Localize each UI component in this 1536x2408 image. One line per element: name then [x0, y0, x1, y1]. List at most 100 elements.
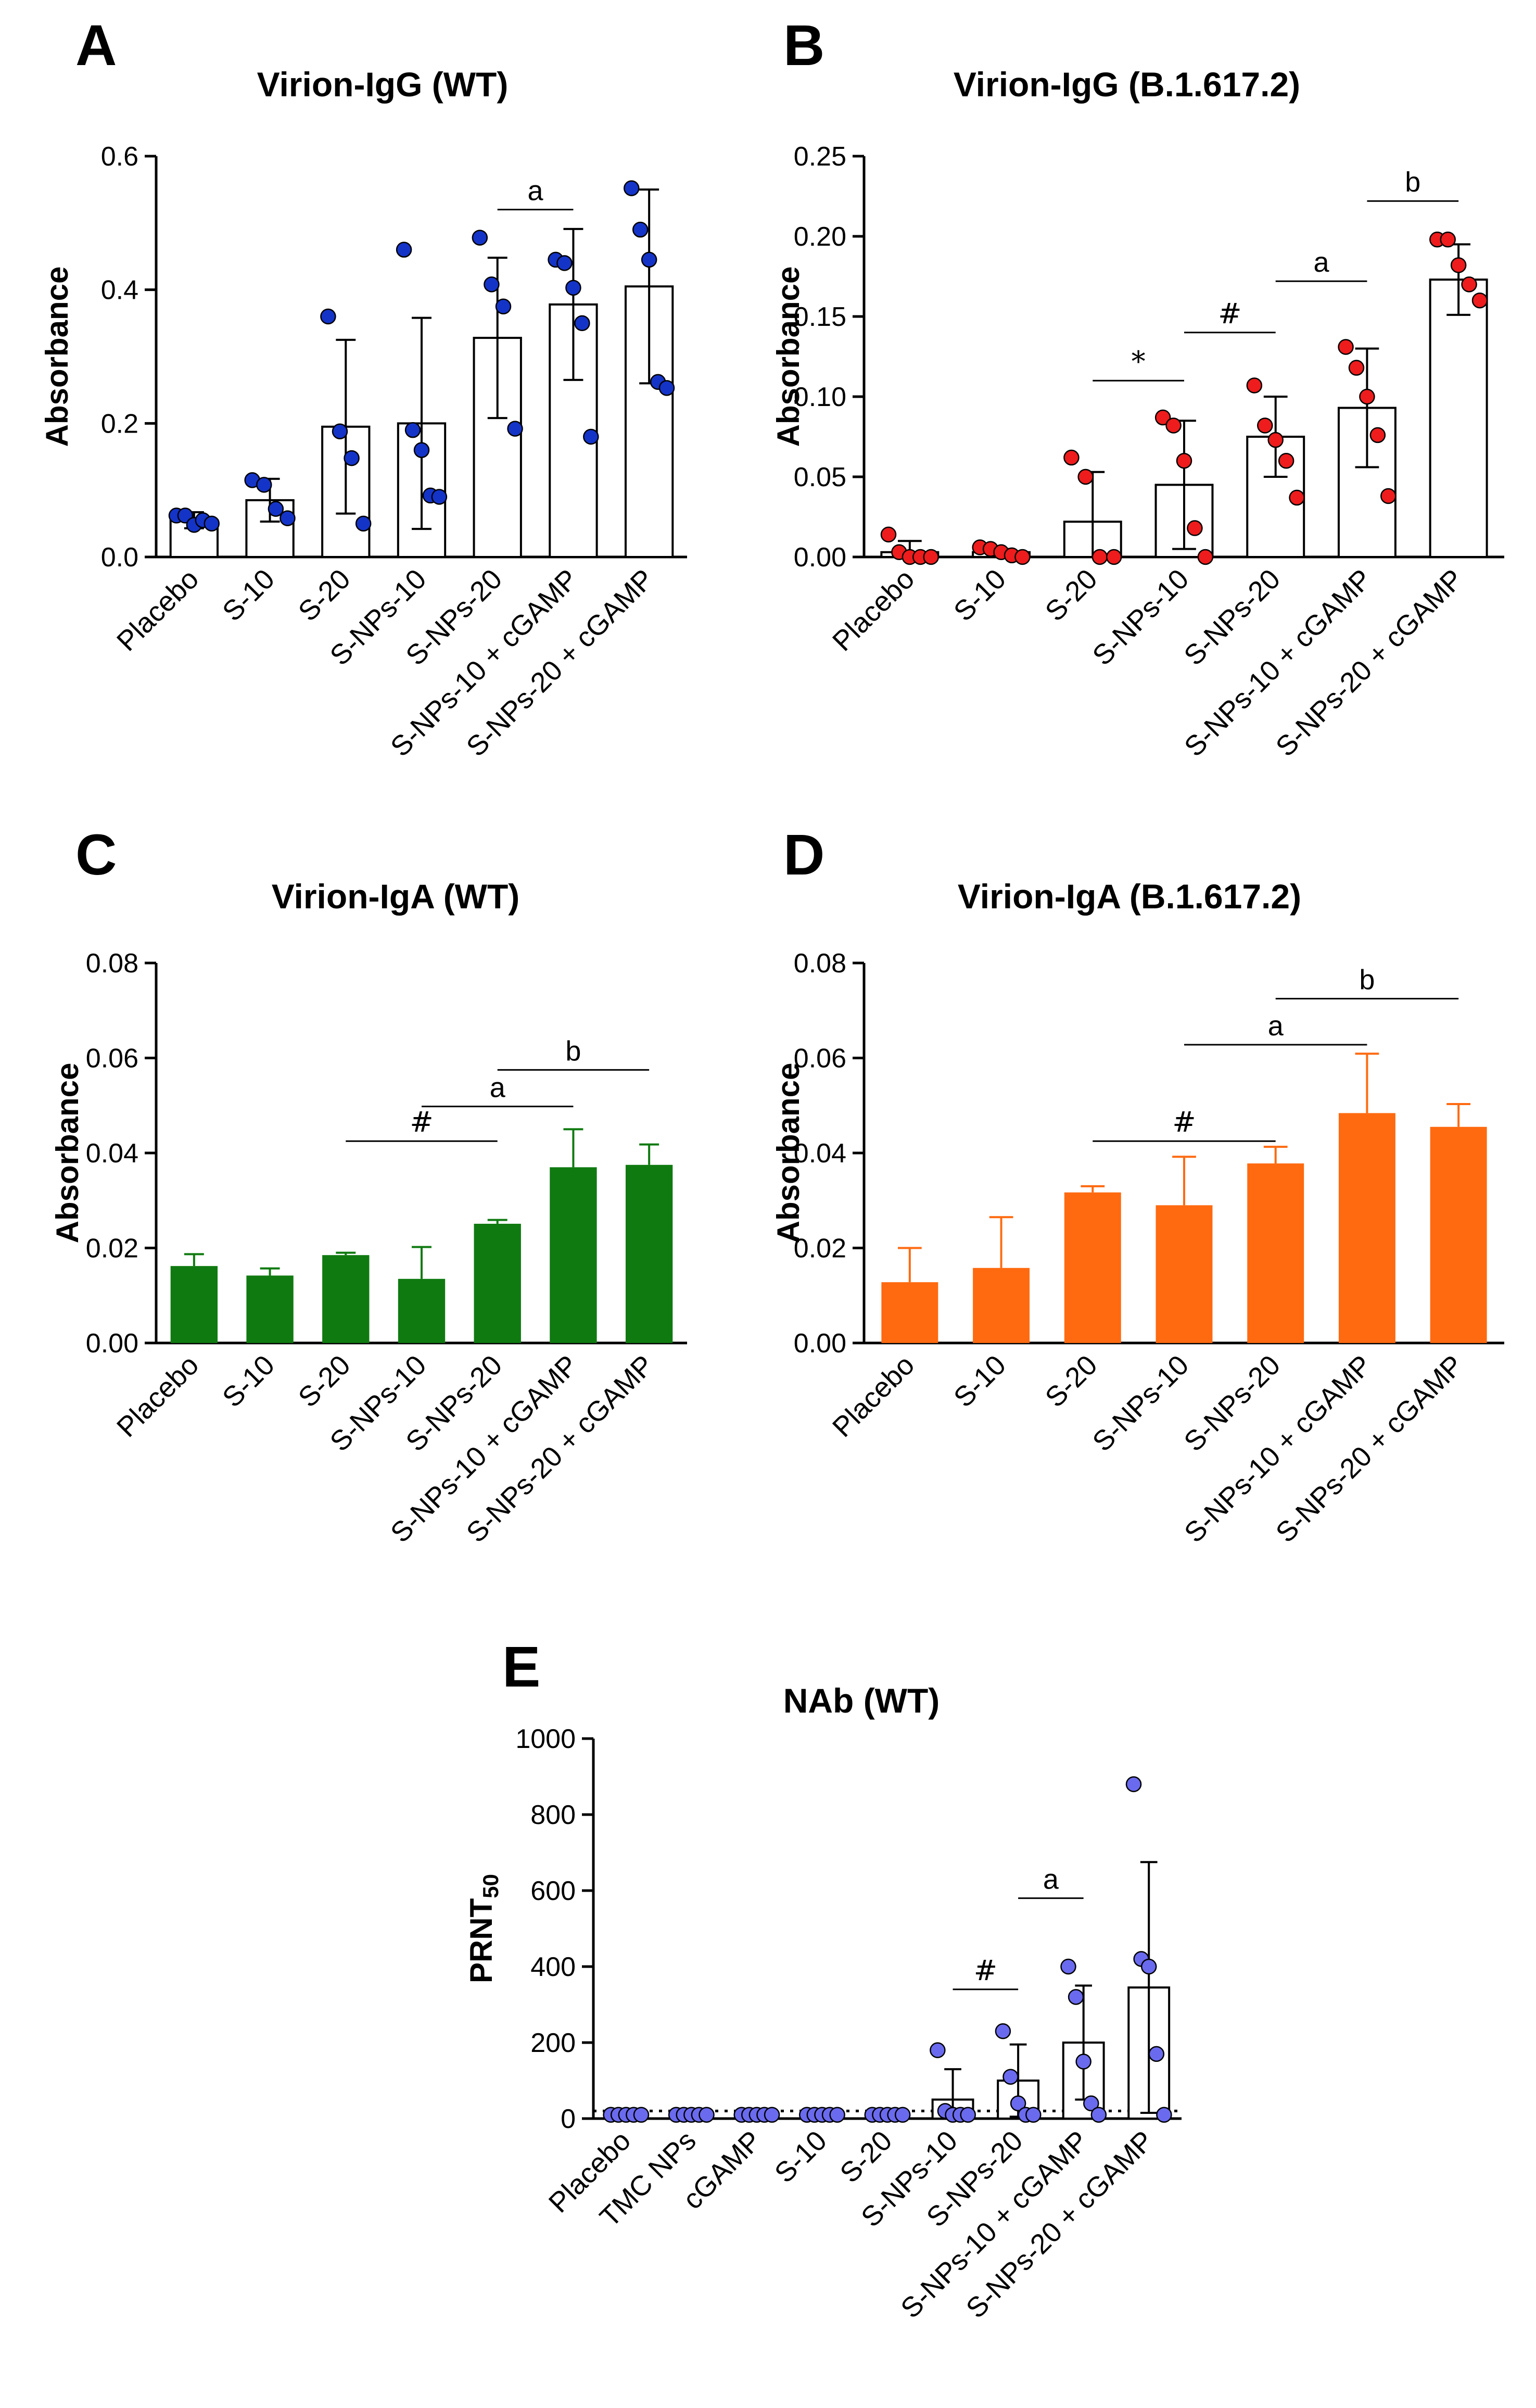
- data-point: [1165, 417, 1182, 434]
- data-point: [880, 526, 897, 543]
- y-axis-label-e: PRNT50: [464, 1874, 503, 1983]
- y-tick-label: 0.0: [101, 542, 138, 573]
- y-tick-label: 0.00: [794, 1328, 846, 1359]
- significance-label: *: [1132, 345, 1146, 378]
- significance-label: a: [1314, 247, 1330, 278]
- bar: [246, 1275, 294, 1343]
- x-category-label: S-20: [293, 563, 357, 627]
- y-tick-label: 0.04: [794, 1138, 846, 1169]
- data-point: [556, 255, 573, 271]
- chart-title-a: Virion-IgG (WT): [257, 65, 509, 104]
- x-category-label: S-10: [948, 1349, 1012, 1413]
- bar: [1247, 1163, 1304, 1343]
- y-axis-label-b: Absorbance: [771, 267, 806, 447]
- y-axis-label-e-main: PRNT: [464, 1898, 499, 1983]
- data-point: [1091, 549, 1108, 565]
- data-point: [1148, 2046, 1165, 2062]
- chart-title-c: Virion-IgA (WT): [272, 877, 520, 916]
- bar: [398, 1278, 446, 1343]
- data-point: [995, 2023, 1011, 2039]
- data-point: [1140, 1958, 1157, 1975]
- data-point: [1060, 1958, 1076, 1975]
- x-category-label: S-NPs-10: [1087, 1349, 1195, 1458]
- data-point: [641, 251, 657, 268]
- data-point: [565, 280, 581, 296]
- y-tick-label: 0.20: [794, 222, 846, 252]
- chart-title-b: Virion-IgG (B.1.617.2): [954, 65, 1300, 104]
- data-point: [1197, 549, 1214, 565]
- data-point: [1369, 427, 1386, 443]
- panel-c: C Virion-IgA (WT) Absorbance 0.00 0.02 0.0…: [50, 823, 687, 1549]
- y-tick-label: 0.05: [794, 462, 846, 492]
- significance-label: b: [1359, 964, 1375, 995]
- data-point: [1461, 276, 1477, 293]
- significance-label: a: [1043, 1864, 1059, 1895]
- data-point: [320, 308, 336, 325]
- y-tick-label: 800: [530, 1800, 576, 1830]
- y-tick-label: 0.00: [86, 1328, 138, 1359]
- data-point: [894, 2107, 911, 2123]
- data-point: [658, 380, 675, 396]
- data-point: [1289, 489, 1305, 506]
- panel-d: D Virion-IgA (B.1.617.2) Absorbance 0.00…: [771, 823, 1504, 1549]
- y-tick-label: 0.10: [794, 382, 846, 412]
- data-point: [574, 315, 590, 332]
- data-point: [472, 230, 488, 246]
- x-category-label: Placebo: [111, 1349, 205, 1443]
- panel-letter-d: D: [783, 823, 824, 887]
- y-tick-label: 0.02: [86, 1234, 138, 1264]
- data-point: [633, 2107, 650, 2123]
- data-point: [355, 515, 372, 532]
- significance-label: b: [565, 1035, 581, 1067]
- panel-letter-a: A: [75, 14, 117, 78]
- bar: [1429, 278, 1488, 558]
- significance-label: #: [974, 1954, 997, 1987]
- data-point: [1267, 432, 1284, 448]
- y-tick-label: 400: [530, 1952, 576, 1982]
- y-tick-label: 0.04: [86, 1138, 138, 1169]
- data-point: [484, 276, 500, 293]
- data-point: [256, 477, 272, 493]
- y-axis-label-a: Absorbance: [40, 267, 74, 447]
- panel-letter-c: C: [75, 823, 117, 887]
- data-point: [930, 2042, 946, 2058]
- data-point: [923, 549, 939, 565]
- data-point: [1246, 377, 1263, 394]
- significance-label: a: [528, 175, 544, 207]
- data-point: [495, 298, 512, 314]
- y-tick-label: 0.2: [101, 409, 138, 439]
- data-point: [1068, 1989, 1084, 2005]
- y-tick-label: 0.08: [86, 948, 138, 979]
- panel-a: A Virion-IgG (WT) Absorbance 0.0 0.2 0.4 0.…: [40, 14, 687, 763]
- data-point: [1359, 388, 1375, 405]
- data-point: [1348, 360, 1365, 376]
- y-axis-label-c: Absorbance: [50, 1063, 85, 1244]
- data-point: [1077, 468, 1094, 485]
- data-point: [829, 2107, 845, 2123]
- data-point: [1440, 231, 1456, 248]
- data-point: [1187, 520, 1203, 536]
- y-tick-label: 0.06: [86, 1044, 138, 1074]
- data-point: [960, 2107, 976, 2123]
- bar: [550, 1167, 597, 1343]
- data-point: [1075, 2054, 1091, 2070]
- chart-title-e: NAb (WT): [783, 1681, 940, 1720]
- y-axis-label-e-subscript: 50: [478, 1874, 503, 1898]
- significance-label: a: [490, 1072, 506, 1104]
- y-tick-label: 0.06: [794, 1044, 846, 1074]
- data-point: [1063, 449, 1080, 466]
- data-point: [431, 489, 448, 505]
- data-point: [344, 450, 360, 466]
- bar: [474, 1223, 521, 1343]
- data-point: [1014, 549, 1031, 565]
- data-point: [1025, 2107, 1042, 2123]
- data-point: [332, 423, 348, 439]
- data-point: [583, 428, 599, 445]
- y-tick-label: 0.08: [794, 948, 846, 979]
- significance-label: #: [1172, 1106, 1196, 1138]
- data-point: [404, 422, 421, 438]
- data-point: [268, 501, 284, 517]
- data-point: [413, 442, 430, 458]
- data-point: [204, 515, 220, 532]
